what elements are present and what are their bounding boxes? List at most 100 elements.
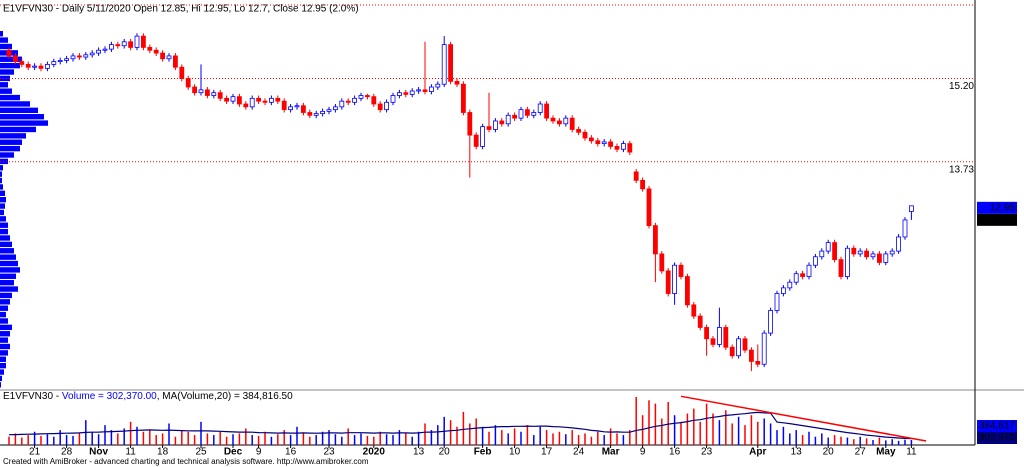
profile-bar	[0, 216, 6, 222]
profile-bar	[0, 222, 8, 228]
volume-title: E1VFVN30 - Volume = 302,370.00, MA(Volum…	[3, 391, 293, 402]
candle-body	[83, 54, 89, 58]
profile-bar	[0, 254, 16, 260]
end-label-box	[977, 201, 1017, 214]
profile-bar	[0, 331, 10, 337]
profile-bar	[0, 88, 12, 94]
candle-body	[518, 109, 524, 119]
candle-body	[288, 106, 294, 111]
profile-bar	[0, 260, 18, 267]
candle-body	[653, 225, 658, 255]
candle-body	[665, 270, 671, 294]
profile-bar	[0, 126, 36, 133]
candle-body	[525, 109, 530, 116]
candle-body	[640, 179, 645, 190]
candle-body	[115, 44, 121, 47]
candle-body	[909, 205, 914, 212]
profile-bar	[0, 197, 6, 203]
chart-title: E1VFVN30 - Daily 5/11/2020 Open 12.85, H…	[3, 4, 359, 15]
profile-bar	[0, 311, 6, 318]
candle-body	[691, 304, 697, 317]
candle-body	[633, 171, 639, 181]
profile-bar	[0, 114, 44, 120]
candle-body	[467, 112, 473, 136]
candle-body	[217, 92, 223, 99]
profile-bar	[0, 286, 18, 292]
x-tick-label: 2020	[363, 447, 386, 458]
candle-body	[774, 293, 780, 311]
candle-body	[32, 65, 37, 68]
candle-body	[537, 103, 543, 113]
profile-bar	[0, 273, 16, 279]
profile-bar	[0, 356, 6, 362]
candle-body	[717, 327, 722, 345]
candle-body	[281, 100, 287, 111]
x-tick-label: 11	[906, 447, 917, 458]
profile-bar	[0, 75, 10, 82]
candle-body	[352, 97, 358, 103]
candle-body	[870, 253, 876, 258]
candle-body	[486, 126, 492, 130]
candle-body	[249, 97, 255, 108]
profile-bar	[0, 343, 10, 350]
profile-bar	[0, 37, 8, 43]
candle-body	[25, 64, 31, 68]
candle-body	[390, 95, 396, 103]
profile-bar	[0, 139, 22, 145]
profile-bar	[0, 62, 20, 69]
profile-bar	[0, 350, 8, 356]
end-label: 302,370	[979, 433, 1016, 444]
candle-body	[621, 143, 626, 150]
candle-body	[409, 90, 415, 95]
end-label: 12.95	[990, 202, 1015, 213]
candle-body	[601, 141, 607, 145]
candle-body	[544, 103, 549, 119]
candle-body	[198, 89, 204, 94]
profile-bar	[0, 369, 4, 375]
candle-body	[6, 49, 12, 57]
candle-body	[441, 44, 447, 85]
volume-title-part: E1VFVN30 -	[3, 391, 62, 402]
profile-bar	[0, 209, 4, 216]
candle-body	[857, 250, 863, 255]
candle-body	[256, 97, 262, 102]
candle-body	[396, 92, 402, 96]
profile-bar	[0, 299, 10, 305]
candle-body	[435, 83, 441, 88]
x-tick-label: 17	[541, 447, 553, 458]
candle-body	[185, 78, 191, 88]
candle-body	[877, 253, 882, 263]
profile-bar	[0, 165, 3, 171]
profile-bar	[0, 171, 2, 177]
profile-bar	[0, 101, 30, 107]
candle-body	[134, 35, 140, 48]
candle-body	[416, 89, 422, 92]
candle-body	[140, 35, 146, 48]
end-label: 384,817	[979, 421, 1016, 432]
candle-body	[557, 120, 562, 125]
candle-body	[685, 276, 690, 306]
candle-body	[70, 55, 76, 60]
candle-body	[377, 103, 383, 111]
profile-bar	[0, 362, 6, 369]
profile-bar	[0, 248, 14, 254]
x-tick-label: 9	[640, 447, 646, 458]
candle-body	[326, 109, 332, 112]
x-tick-label: 10	[509, 447, 521, 458]
candle-body	[320, 110, 326, 115]
x-tick-label: 16	[669, 447, 681, 458]
candle-body	[499, 120, 505, 125]
candle-body	[403, 92, 409, 95]
candle-body	[710, 338, 716, 345]
candle-body	[582, 131, 588, 139]
candle-body	[761, 332, 767, 365]
profile-bar	[0, 382, 1, 388]
candle-body	[160, 52, 166, 60]
trend-line	[680, 395, 927, 442]
profile-bar	[0, 337, 8, 343]
candle-body	[364, 95, 370, 98]
candle-body	[896, 236, 901, 252]
candle-body	[589, 137, 594, 142]
candle-body	[236, 96, 242, 105]
x-tick-label: 23	[701, 447, 713, 458]
